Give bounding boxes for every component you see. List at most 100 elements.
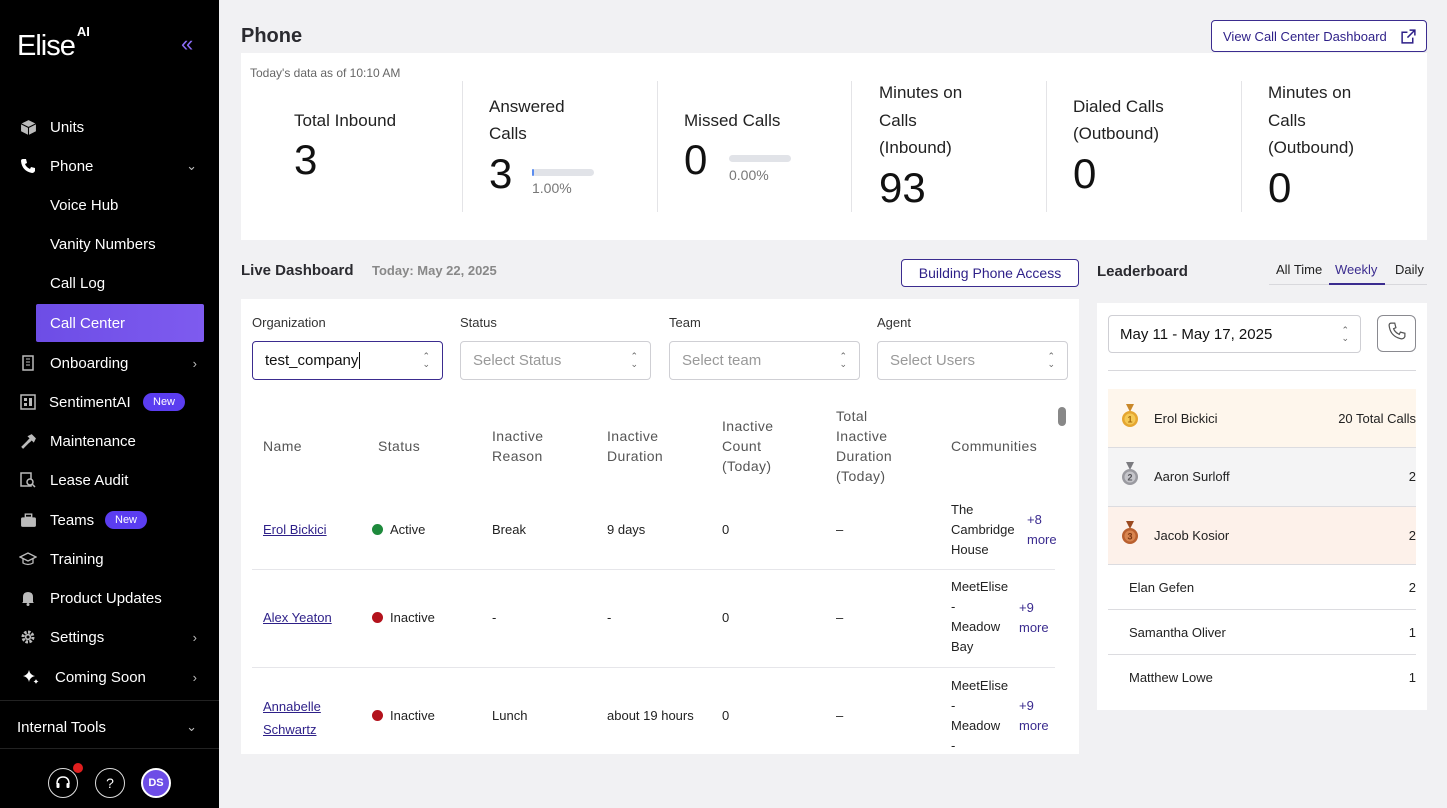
- tab-daily[interactable]: Daily: [1395, 262, 1424, 277]
- entry-name: Samantha Oliver: [1129, 625, 1226, 640]
- phone-filter-button[interactable]: [1377, 315, 1416, 352]
- entry-calls: 20 Total Calls: [1338, 411, 1416, 426]
- table-row-status: Inactive: [372, 608, 435, 628]
- logo[interactable]: Elise AI: [17, 24, 90, 63]
- table-scrollbar[interactable]: [1058, 407, 1066, 426]
- table-row-name[interactable]: Erol Bickici: [263, 520, 327, 540]
- table-row-duration: 9 days: [607, 522, 646, 537]
- sidebar-divider: [0, 700, 219, 701]
- document-search-icon: [19, 471, 37, 489]
- sidebar-item-teams[interactable]: Teams New: [0, 502, 219, 538]
- column-header-status[interactable]: Status: [378, 438, 421, 454]
- help-icon[interactable]: ?: [95, 768, 125, 798]
- sidebar-item-internal-tools[interactable]: Internal Tools ⌄: [0, 709, 219, 745]
- team-select[interactable]: Select team ⌃ ⌄: [669, 341, 860, 380]
- status-text: Active: [390, 522, 426, 537]
- sidebar-subitem-call-center[interactable]: Call Center: [36, 304, 204, 342]
- stat-label: Dialed Calls: [1073, 97, 1164, 116]
- graduation-cap-icon: [19, 550, 37, 568]
- sidebar-item-units[interactable]: Units: [0, 109, 219, 145]
- header-line: Count: [722, 438, 762, 454]
- hammer-icon: [19, 432, 37, 450]
- logo-text: Elise: [17, 30, 76, 62]
- more-line: +9: [1019, 600, 1034, 615]
- sidebar-item-lease-audit[interactable]: Lease Audit: [0, 462, 219, 498]
- stat-percent: 1.00%: [532, 180, 572, 196]
- live-dashboard-date: Today: May 22, 2025: [372, 263, 497, 278]
- row-divider: [1108, 564, 1416, 565]
- stat-value: 0: [1268, 164, 1292, 211]
- answered-progress-bar: [532, 169, 594, 176]
- svg-text:2: 2: [1127, 473, 1132, 483]
- avatar[interactable]: DS: [141, 768, 171, 798]
- row-divider: [252, 569, 1055, 570]
- more-line: more: [1019, 620, 1049, 635]
- sidebar-item-phone[interactable]: Phone ⌄: [0, 148, 219, 184]
- table-row-status: Inactive: [372, 706, 435, 726]
- agent-link[interactable]: Alex Yeaton: [263, 610, 332, 625]
- dashboard-icon: [19, 393, 37, 411]
- header-line: (Today): [722, 458, 772, 474]
- sidebar-item-maintenance[interactable]: Maintenance: [0, 423, 219, 459]
- more-communities-link[interactable]: +9 more: [1019, 696, 1049, 736]
- table-row-total: –: [836, 522, 844, 537]
- bronze-medal-icon: 3: [1122, 521, 1138, 544]
- active-tab-indicator: [1329, 283, 1385, 285]
- briefcase-icon: [19, 511, 37, 529]
- community-line: The: [951, 502, 974, 517]
- sidebar-item-sentimentai[interactable]: SentimentAI New: [0, 384, 219, 420]
- table-row-status: Active: [372, 520, 425, 540]
- tab-weekly[interactable]: Weekly: [1335, 262, 1378, 277]
- agent-link[interactable]: Schwartz: [263, 722, 317, 737]
- community-line: Meadow: [951, 619, 1001, 634]
- column-header-name[interactable]: Name: [263, 438, 302, 454]
- column-header-inactive-count[interactable]: Inactive Count (Today): [722, 416, 773, 476]
- column-header-communities[interactable]: Communities: [951, 438, 1038, 454]
- sidebar-item-label: Settings: [50, 628, 105, 646]
- status-select[interactable]: Select Status ⌃ ⌄: [460, 341, 651, 380]
- stat-value: 3: [294, 136, 318, 183]
- stat-percent: 0.00%: [729, 167, 769, 183]
- sidebar-subitem-vanity-numbers[interactable]: Vanity Numbers: [50, 235, 156, 253]
- headset-support-icon[interactable]: [48, 768, 78, 798]
- agent-link[interactable]: Annabelle: [263, 699, 321, 714]
- agent-link[interactable]: Erol Bickici: [263, 522, 327, 537]
- sidebar-item-settings[interactable]: Settings ›: [0, 619, 219, 655]
- sidebar-item-label: Training: [50, 550, 104, 568]
- tab-all-time[interactable]: All Time: [1276, 262, 1323, 277]
- sidebar-subitem-voice-hub[interactable]: Voice Hub: [50, 196, 119, 214]
- column-header-total-inactive-duration[interactable]: Total Inactive Duration (Today): [836, 406, 892, 486]
- organization-select[interactable]: test_company ⌃ ⌄: [252, 341, 443, 380]
- button-label: View Call Center Dashboard: [1223, 28, 1387, 44]
- silver-medal-icon: 2: [1122, 462, 1138, 485]
- table-row-name[interactable]: Alex Yeaton: [263, 608, 332, 628]
- table-row-count: 0: [722, 708, 730, 723]
- collapse-sidebar-icon[interactable]: «: [181, 31, 194, 56]
- sidebar-item-coming-soon[interactable]: Coming Soon ›: [0, 659, 219, 695]
- community-line: MeetElise: [951, 579, 1009, 594]
- sidebar-divider: [0, 748, 219, 749]
- stats-panel: Today's data as of 10:10 AM Total Inboun…: [241, 53, 1427, 240]
- data-timestamp: Today's data as of 10:10 AM: [250, 66, 401, 80]
- sidebar-item-training[interactable]: Training: [0, 541, 219, 577]
- filter-label: Team: [669, 315, 701, 330]
- building-icon: [19, 354, 37, 372]
- header-line: Inactive: [836, 428, 888, 444]
- agent-select[interactable]: Select Users ⌃ ⌄: [877, 341, 1068, 380]
- row-divider: [1108, 447, 1416, 448]
- sidebar-subitem-call-log[interactable]: Call Log: [50, 274, 106, 292]
- sidebar-item-onboarding[interactable]: Onboarding ›: [0, 345, 219, 381]
- column-header-inactive-reason[interactable]: Inactive Reason: [492, 426, 543, 466]
- more-communities-link[interactable]: +8 more: [1027, 510, 1057, 550]
- table-row-name[interactable]: Annabelle Schwartz: [263, 695, 321, 741]
- stat-label: Total Inbound: [294, 111, 397, 130]
- column-header-inactive-duration[interactable]: Inactive Duration: [607, 426, 663, 466]
- sidebar-item-label: Lease Audit: [50, 471, 129, 489]
- sidebar-item-label: Product Updates: [50, 589, 162, 607]
- date-range-select[interactable]: May 11 - May 17, 2025 ⌃ ⌄: [1108, 315, 1361, 353]
- phone-icon: [1388, 322, 1406, 345]
- sidebar-item-product-updates[interactable]: Product Updates: [0, 580, 219, 616]
- view-call-center-dashboard-button[interactable]: View Call Center Dashboard: [1211, 20, 1427, 52]
- building-phone-access-button[interactable]: Building Phone Access: [901, 259, 1079, 287]
- more-communities-link[interactable]: +9 more: [1019, 598, 1049, 638]
